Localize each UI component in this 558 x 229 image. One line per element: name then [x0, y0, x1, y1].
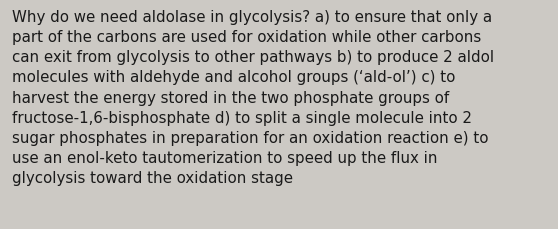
Text: Why do we need aldolase in glycolysis? a) to ensure that only a
part of the carb: Why do we need aldolase in glycolysis? a… [12, 10, 494, 185]
